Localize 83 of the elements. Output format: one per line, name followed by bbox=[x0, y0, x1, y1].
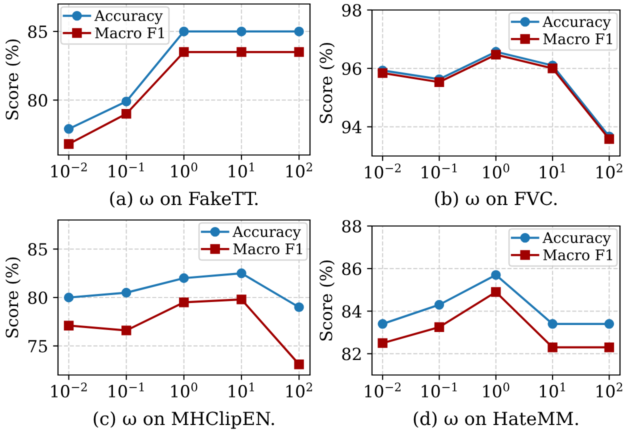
y-tick-label: 98 bbox=[342, 4, 362, 17]
x-tick-label: 10$^{−2}$ bbox=[365, 164, 401, 179]
text: (d) ω on HateMM. bbox=[414, 411, 578, 428]
point bbox=[294, 302, 304, 312]
point bbox=[604, 134, 614, 144]
point bbox=[491, 287, 501, 297]
legend-label: Accuracy bbox=[542, 232, 611, 246]
point bbox=[64, 139, 74, 149]
y-tick-label: 94 bbox=[342, 120, 362, 134]
y-tick-label: 82 bbox=[342, 348, 361, 360]
x-tick-label: 10$^{−2}$ bbox=[51, 162, 87, 178]
y-axis-title: Score (%) bbox=[319, 42, 335, 123]
x-tick-label: 10$^{−2}$ bbox=[365, 382, 401, 398]
y-axis-title: Score (%) bbox=[5, 39, 21, 120]
point bbox=[604, 342, 614, 352]
point bbox=[491, 270, 501, 280]
point bbox=[548, 64, 558, 74]
x-tick-label: 10$^{0}$ bbox=[483, 164, 510, 179]
point bbox=[378, 68, 388, 78]
point bbox=[179, 297, 189, 308]
x-tick-label: 10$^{2}$ bbox=[286, 162, 312, 178]
point bbox=[179, 47, 189, 57]
legend-label: Macro F1 bbox=[233, 243, 302, 254]
legend-label: Accuracy bbox=[232, 226, 301, 240]
point bbox=[434, 322, 444, 332]
point bbox=[179, 273, 189, 283]
legend-label: Accuracy bbox=[94, 10, 163, 24]
point bbox=[294, 26, 304, 36]
x-tick-label: 10$^{−2}$ bbox=[51, 382, 87, 398]
y-tick-label: 80 bbox=[28, 291, 48, 304]
x-tick-label: 10$^{2}$ bbox=[596, 382, 622, 398]
point bbox=[121, 326, 132, 336]
point bbox=[434, 77, 444, 87]
point bbox=[121, 108, 132, 119]
point bbox=[236, 26, 246, 36]
point bbox=[491, 50, 501, 60]
point bbox=[294, 47, 304, 57]
x-tick-label: 10$^{−1}$ bbox=[422, 382, 457, 398]
point bbox=[64, 320, 74, 330]
y-tick-label: 75 bbox=[28, 340, 47, 353]
point bbox=[121, 96, 132, 106]
point bbox=[236, 47, 246, 57]
point bbox=[64, 292, 74, 302]
point bbox=[604, 319, 614, 329]
point bbox=[121, 288, 132, 298]
x-tick-label: 10$^{1}$ bbox=[228, 382, 254, 398]
x-tick-label: 10$^{1}$ bbox=[540, 382, 566, 398]
y-tick-label: 84 bbox=[342, 305, 362, 318]
y-axis-title: Score (%) bbox=[5, 257, 21, 338]
point bbox=[179, 26, 189, 36]
x-tick-label: 10$^{0}$ bbox=[483, 382, 510, 398]
x-tick-label: 10$^{−1}$ bbox=[422, 164, 457, 179]
point bbox=[236, 268, 246, 278]
x-tick-label: 10$^{0}$ bbox=[171, 382, 198, 398]
y-tick-label: 88 bbox=[342, 220, 362, 233]
text: (c) ω on MHClipEN. bbox=[94, 411, 274, 429]
point bbox=[236, 294, 246, 304]
x-tick-label: 10$^{−1}$ bbox=[108, 382, 144, 398]
point bbox=[64, 124, 74, 134]
x-tick-label: 10$^{1}$ bbox=[228, 162, 254, 178]
point bbox=[548, 319, 558, 329]
x-tick-label: 10$^{2}$ bbox=[286, 382, 312, 398]
point bbox=[548, 342, 558, 352]
x-tick-label: 10$^{1}$ bbox=[540, 164, 566, 179]
y-tick-label: 85 bbox=[28, 25, 47, 38]
legend-label: Macro F1 bbox=[95, 27, 164, 38]
y-tick-label: 80 bbox=[28, 94, 48, 107]
y-tick-label: 85 bbox=[28, 243, 47, 256]
x-tick-label: 10$^{−1}$ bbox=[108, 162, 144, 178]
x-tick-label: 10$^{2}$ bbox=[596, 164, 622, 179]
y-tick-label: 86 bbox=[342, 262, 362, 276]
text: (b) ω on FVC. bbox=[435, 191, 557, 208]
point bbox=[378, 338, 388, 348]
text: (a) ω on FakeTT. bbox=[110, 191, 258, 208]
legend-label: Macro F1 bbox=[543, 249, 612, 260]
legend-label: Accuracy bbox=[542, 16, 611, 30]
point bbox=[294, 359, 304, 370]
x-tick-label: 10$^{0}$ bbox=[171, 162, 198, 178]
point bbox=[434, 300, 444, 310]
y-axis-title: Score (%) bbox=[319, 260, 335, 340]
point bbox=[378, 319, 388, 329]
legend-label: Macro F1 bbox=[543, 33, 612, 44]
y-tick-label: 96 bbox=[342, 62, 362, 75]
